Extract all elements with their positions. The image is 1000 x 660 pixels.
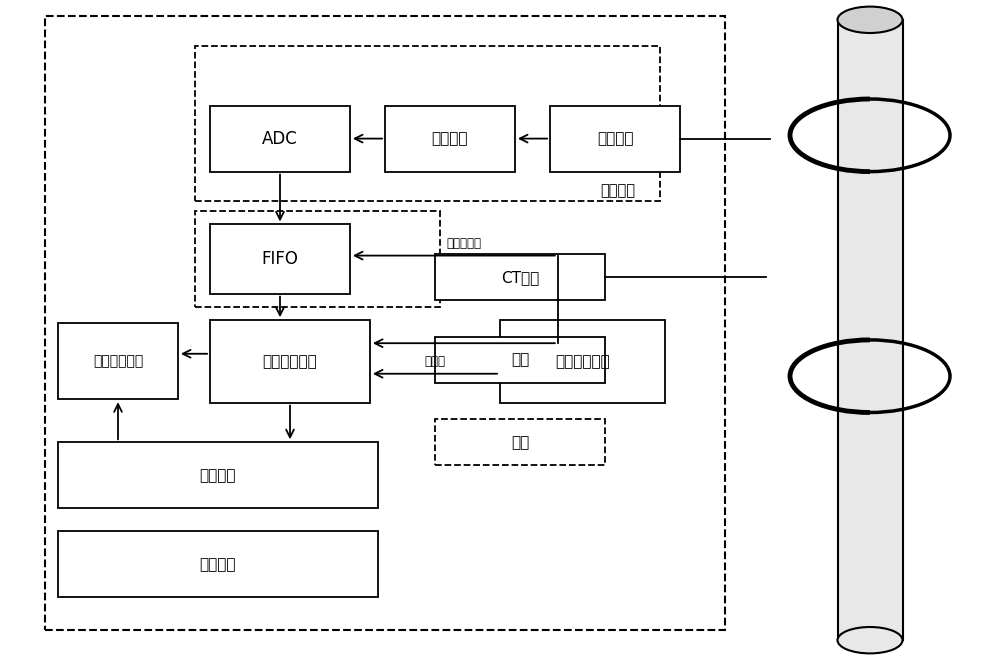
Ellipse shape [838, 7, 902, 33]
Bar [58, 531, 378, 597]
Text: 数据处理单元: 数据处理单元 [263, 354, 317, 369]
Text: FIFO: FIFO [262, 250, 298, 268]
Bar [550, 106, 680, 172]
Bar [58, 442, 378, 508]
Text: 电池: 电池 [511, 352, 529, 367]
Text: 时间戳: 时间戳 [424, 356, 446, 368]
Bar [838, 20, 902, 640]
Text: 数据存储单元: 数据存储单元 [93, 354, 143, 368]
Bar [435, 254, 605, 300]
Bar [210, 224, 350, 294]
Bar [45, 16, 725, 630]
Bar [195, 46, 660, 201]
Bar [385, 106, 515, 172]
Ellipse shape [838, 627, 902, 653]
Bar [435, 419, 605, 465]
Text: 模拟前端: 模拟前端 [432, 131, 468, 146]
Text: 光伏: 光伏 [511, 435, 529, 449]
Text: 时间同步单元: 时间同步单元 [555, 354, 610, 369]
Text: CT取电: CT取电 [501, 270, 539, 284]
Bar [210, 106, 350, 172]
Text: 秒同步信号: 秒同步信号 [446, 238, 481, 250]
Text: 电源管理: 电源管理 [200, 557, 236, 572]
Text: ADC: ADC [262, 129, 298, 148]
Bar [210, 320, 370, 403]
Text: 通讯单元: 通讯单元 [200, 468, 236, 482]
Bar [435, 337, 605, 383]
Text: 采样单元: 采样单元 [600, 183, 635, 198]
Bar [500, 320, 665, 403]
Bar [58, 323, 178, 399]
Text: 罗氏线圈: 罗氏线圈 [597, 131, 633, 146]
Bar [195, 211, 440, 307]
